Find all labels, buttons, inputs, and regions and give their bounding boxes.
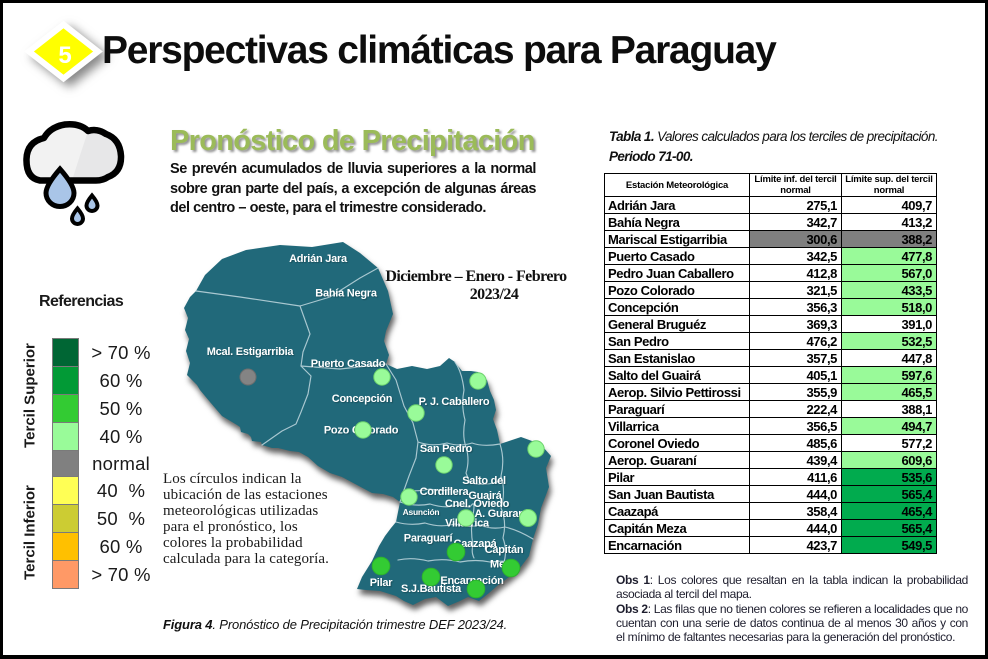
svg-text:Paraguarí: Paraguarí bbox=[404, 533, 454, 545]
svg-text:Cordillera: Cordillera bbox=[420, 486, 470, 498]
svg-text:Mcal. Estigarribia: Mcal. Estigarribia bbox=[207, 346, 295, 358]
svg-text:Concepción: Concepción bbox=[332, 393, 393, 405]
svg-text:Adrián Jara: Adrián Jara bbox=[289, 253, 348, 265]
svg-text:Asunción: Asunción bbox=[403, 507, 440, 517]
svg-text:Capitán: Capitán bbox=[485, 544, 524, 556]
svg-text:Guairá: Guairá bbox=[468, 490, 502, 502]
svg-text:P. J. Caballero: P. J. Caballero bbox=[419, 396, 490, 408]
svg-text:Pilar: Pilar bbox=[370, 577, 394, 589]
svg-text:Puerto Casado: Puerto Casado bbox=[311, 358, 386, 370]
svg-text:Bahía Negra: Bahía Negra bbox=[315, 288, 378, 300]
svg-text:A. Guaraní: A. Guaraní bbox=[474, 508, 528, 520]
svg-text:Salto del: Salto del bbox=[462, 475, 506, 487]
svg-text:Caazapá: Caazapá bbox=[454, 538, 498, 550]
svg-text:S.J.Bautista: S.J.Bautista bbox=[401, 583, 462, 595]
svg-text:Cnel. Oviedo: Cnel. Oviedo bbox=[445, 498, 510, 510]
svg-text:5: 5 bbox=[58, 42, 71, 69]
svg-text:San Pedro: San Pedro bbox=[420, 443, 473, 455]
